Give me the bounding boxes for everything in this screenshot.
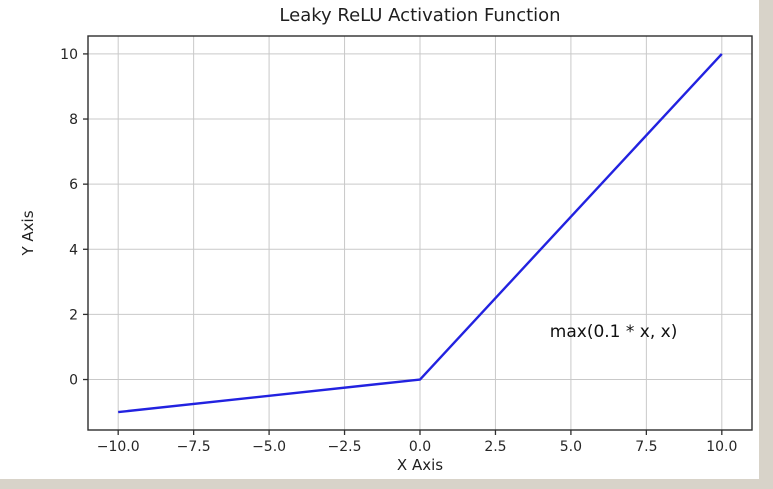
x-tick-label: 2.5: [484, 439, 506, 455]
x-tick-label: 5.0: [560, 439, 582, 455]
x-axis-label: X Axis: [396, 456, 444, 474]
chart-title: Leaky ReLU Activation Function: [279, 5, 561, 26]
y-tick-label: 8: [69, 112, 78, 128]
figure: Leaky ReLU Activation Function Y Axis −1…: [0, 0, 759, 479]
leaky-relu-line: [118, 53, 723, 414]
plot-area: −10.0 −7.5 −5.0 −2.5 0.0 2.5 5.0 7.5 10.0 0 2 4 6 8 10…: [60, 35, 753, 455]
x-tick-label: −2.5: [328, 439, 362, 455]
x-tick-label: −5.0: [252, 439, 286, 455]
x-tick-label: 7.5: [635, 439, 657, 455]
x-tick-label: −10.0: [97, 439, 140, 455]
x-tick-label: 0.0: [409, 439, 431, 455]
y-tick-label: 10: [60, 47, 78, 63]
x-tick-label: 10.0: [706, 439, 737, 455]
y-tick-label: 0: [69, 373, 78, 389]
x-tick-label: −7.5: [177, 439, 211, 455]
y-tick-label: 4: [69, 242, 78, 258]
y-tick-label: 6: [69, 177, 78, 193]
annotation-text: max(0.1 * x, x): [550, 322, 678, 342]
y-tick-label: 2: [69, 307, 78, 323]
